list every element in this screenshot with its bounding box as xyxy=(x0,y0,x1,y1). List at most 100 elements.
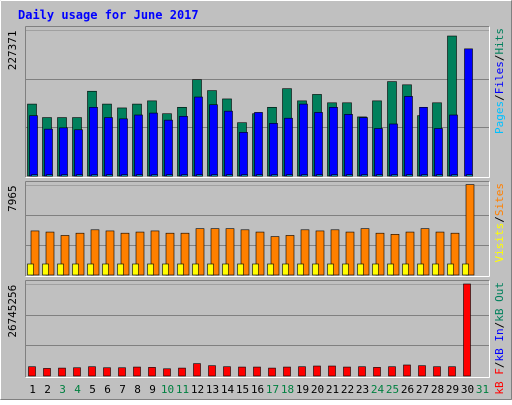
kbytes-bar-day-9 xyxy=(148,367,156,377)
x-tick-label-day-29: 29 xyxy=(446,383,459,396)
kbytes-bar-day-15 xyxy=(238,366,246,377)
kbytes-bar-day-26 xyxy=(403,364,411,377)
pages-bar-day-1 xyxy=(31,174,38,177)
x-tick-label-day-10: 10 xyxy=(161,383,174,396)
files-bar-day-12 xyxy=(194,96,203,177)
kbytes-bar-day-11 xyxy=(178,367,186,377)
x-tick-label-day-13: 13 xyxy=(206,383,219,396)
visits-bar-day-24 xyxy=(372,263,379,276)
panel-2-legend-item-4: kB Out xyxy=(493,282,506,322)
kbytes-bar-day-18 xyxy=(283,366,291,377)
kbytes-bar-day-22 xyxy=(343,366,351,377)
pages-bar-day-9 xyxy=(151,174,158,177)
x-tick-label-day-3: 3 xyxy=(59,383,66,396)
visits-bar-day-29 xyxy=(447,263,454,276)
pages-bar-day-14 xyxy=(226,174,233,177)
x-tick-label-day-27: 27 xyxy=(416,383,429,396)
pages-bar-day-29 xyxy=(451,174,458,177)
pages-bar-day-20 xyxy=(316,174,323,177)
x-tick-label-day-4: 4 xyxy=(74,383,81,396)
sites-bar-day-16 xyxy=(255,231,265,276)
kbytes-bar-day-8 xyxy=(133,366,141,377)
panel-2-legend-item-2: kB In xyxy=(493,328,506,361)
sites-bar-day-21 xyxy=(330,229,340,276)
files-bar-day-10 xyxy=(164,119,173,177)
kbytes-bar-day-29 xyxy=(448,366,456,377)
pages-bar-day-21 xyxy=(331,174,338,177)
sites-bar-day-8 xyxy=(135,231,145,276)
kbytes-bar-day-16 xyxy=(253,366,261,377)
files-bar-day-6 xyxy=(104,117,113,177)
files-bar-day-13 xyxy=(209,104,218,177)
x-tick-label-day-24: 24 xyxy=(371,383,385,396)
kbytes-bar-day-6 xyxy=(103,367,111,377)
kbytes-bar-day-23 xyxy=(358,366,366,377)
panel-1-ymax-label: 7965 xyxy=(6,185,19,212)
files-bar-day-7 xyxy=(119,118,128,177)
panel-1-legend-item-2: Sites xyxy=(493,183,506,216)
kbytes-bar-day-17 xyxy=(268,367,276,377)
kbytes-bar-day-28 xyxy=(433,366,441,377)
visits-bar-day-20 xyxy=(312,263,319,276)
visits-bar-day-23 xyxy=(357,263,364,276)
visits-bar-day-28 xyxy=(432,263,439,276)
x-tick-label-day-6: 6 xyxy=(104,383,111,396)
pages-bar-day-16 xyxy=(256,174,263,177)
kbytes-bar-day-24 xyxy=(373,367,381,377)
panel-0-legend-item-3: / xyxy=(493,55,506,62)
files-bar-day-15 xyxy=(239,132,248,177)
x-tick-label-day-1: 1 xyxy=(29,383,36,396)
sites-bar-day-2 xyxy=(45,231,55,276)
kbytes-bar-day-13 xyxy=(208,365,216,377)
visits-bar-day-1 xyxy=(27,263,34,276)
files-bar-day-21 xyxy=(329,106,338,177)
visits-bar-day-16 xyxy=(252,263,259,276)
pages-bar-day-28 xyxy=(436,174,443,177)
files-bar-day-27 xyxy=(419,106,428,177)
visits-bar-day-13 xyxy=(207,263,214,276)
panel-0-legend: Pages/Files/Hits xyxy=(493,28,506,134)
visits-bar-day-14 xyxy=(222,263,229,276)
x-tick-label-day-18: 18 xyxy=(281,383,294,396)
visits-bar-day-5 xyxy=(87,263,94,276)
x-tick-label-day-31: 31 xyxy=(476,383,489,396)
visits-bar-day-3 xyxy=(57,263,64,276)
visits-bar-day-27 xyxy=(417,263,424,276)
files-bar-day-29 xyxy=(449,114,458,177)
panel-0-legend-text: Pages/Files/Hits xyxy=(493,28,506,134)
sites-bar-day-28 xyxy=(435,231,445,276)
visits-bar-day-17 xyxy=(267,263,274,276)
sites-bar-day-4 xyxy=(75,232,85,276)
visits-bar-day-19 xyxy=(297,263,304,276)
pages-bar-day-5 xyxy=(91,174,98,177)
sites-bar-day-20 xyxy=(315,230,325,276)
visits-bar-day-25 xyxy=(387,263,394,276)
files-bar-day-28 xyxy=(434,128,443,177)
x-tick-label-day-23: 23 xyxy=(356,383,369,396)
pages-bar-day-15 xyxy=(241,174,248,177)
panel-1-legend-text: Visits/Sites xyxy=(493,183,506,263)
files-bar-day-5 xyxy=(89,106,98,177)
files-bar-day-22 xyxy=(344,114,353,177)
sites-bar-day-3 xyxy=(60,235,70,276)
chart-title: Daily usage for June 2017 xyxy=(18,8,199,22)
pages-bar-day-4 xyxy=(76,174,83,177)
pages-bar-day-11 xyxy=(181,174,188,177)
sites-bar-day-1 xyxy=(30,230,40,276)
pages-bar-day-7 xyxy=(121,174,128,177)
x-tick-label-day-22: 22 xyxy=(341,383,354,396)
x-tick-label-day-30: 30 xyxy=(461,383,474,396)
panel-2-legend-item-0: kB F xyxy=(493,368,506,395)
panel-0-legend-item-1: / xyxy=(493,94,506,101)
sites-bar-day-7 xyxy=(120,232,130,276)
kbytes-bar-day-19 xyxy=(298,366,306,377)
pages-bar-day-24 xyxy=(376,174,383,177)
panel-2-legend-item-3: / xyxy=(493,322,506,329)
sites-bar-day-10 xyxy=(165,232,175,276)
visits-bar-day-11 xyxy=(177,263,184,276)
files-bar-day-11 xyxy=(179,115,188,177)
sites-bar-day-5 xyxy=(90,229,100,276)
x-tick-label-day-12: 12 xyxy=(191,383,204,396)
visits-bar-day-22 xyxy=(342,263,349,276)
